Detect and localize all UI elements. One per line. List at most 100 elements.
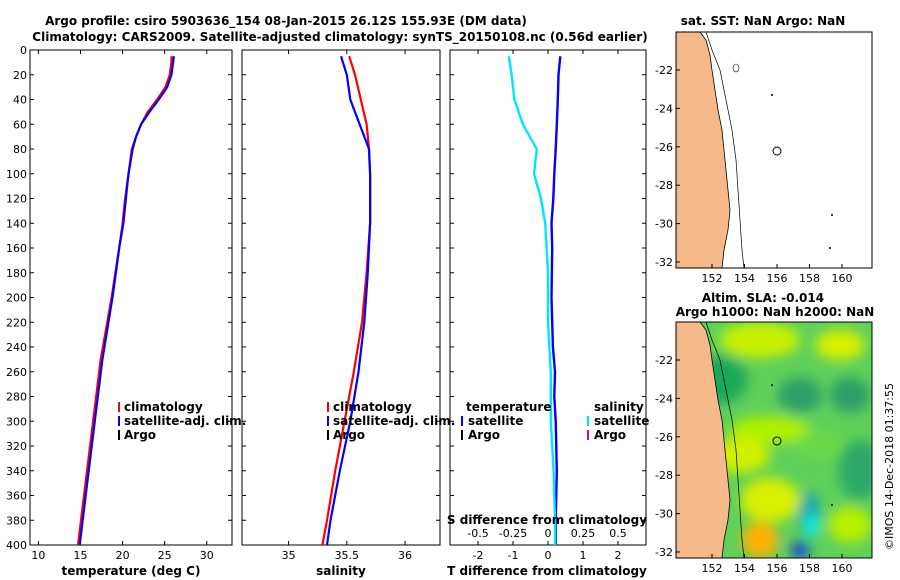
depth-tick-label: 40: [13, 94, 27, 107]
map-x-tick-label: 156: [767, 562, 788, 575]
sla-land: [676, 322, 731, 558]
salinity-legend: climatology satellite-adj. clim. Argo: [327, 400, 455, 442]
sla-map-frame: [675, 321, 873, 559]
depth-tick-label: 100: [6, 168, 27, 181]
depth-tick-label: 0: [20, 44, 27, 57]
legend-t-satellite: satellite: [468, 414, 523, 428]
map-x-tick-label: 154: [734, 562, 755, 575]
map-x-tick-label: 160: [832, 562, 853, 575]
depth-tick-label: 20: [13, 69, 27, 82]
map-y-tick-label: -28: [655, 469, 673, 482]
depth-tick-label: 260: [6, 366, 27, 379]
depth-tick-label: 300: [6, 415, 27, 428]
depth-tick-label: 320: [6, 440, 27, 453]
depth-tick-label: 180: [6, 267, 27, 280]
series-line-satellite-adj-clim-: [78, 56, 175, 545]
map-x-tick-label: 152: [702, 562, 723, 575]
map-y-tick-label: -22: [655, 354, 673, 367]
map-y-tick-label: -32: [655, 256, 673, 269]
map-x-tick-label: 154: [734, 272, 755, 285]
legend-title-temperature: temperature: [466, 400, 551, 414]
sla-map-ticks: 152 154 156 158 160 -22 -24 -26 -28 -30 -32: [655, 354, 852, 575]
depth-tick-label: 160: [6, 242, 27, 255]
legend-swatch-s-argo: [587, 430, 589, 440]
series-line-salinity-satellite: [507, 56, 557, 545]
legend-swatch-t-argo: [461, 430, 463, 440]
series-line-climatology: [321, 55, 372, 545]
series-line-climatology: [76, 56, 173, 545]
legend-swatch-climatology: [118, 402, 120, 412]
legend-t-argo: Argo: [468, 428, 500, 442]
depth-tick-label: 140: [6, 217, 27, 230]
legend-swatch-s-satellite: [587, 416, 589, 426]
imos-credit: ©IMOS 14-Dec-2018 01:37:55: [883, 383, 896, 550]
x-tick-label: 35: [282, 549, 296, 562]
x-tick-label: -2: [473, 549, 484, 562]
map-x-tick-label: 160: [832, 272, 853, 285]
series-line-temperature-satellite: [550, 56, 562, 545]
sla-shelf-contour: [705, 322, 745, 558]
legend-swatch-satellite: [327, 416, 329, 426]
difference-legend-salinity: salinity satellite Argo: [587, 400, 649, 442]
sst-island: [829, 247, 831, 249]
temperature-xlabel: temperature (deg C): [62, 564, 201, 578]
sst-shelf-contour: [705, 32, 745, 268]
sst-reef: [732, 63, 740, 73]
s-diff-tick-label: 0: [545, 527, 552, 540]
map-y-tick-label: -26: [655, 141, 673, 154]
map-x-tick-label: 156: [767, 272, 788, 285]
temperature-axes: [29, 49, 233, 546]
sst-land: [676, 32, 731, 268]
depth-tick-label: 360: [6, 490, 27, 503]
depth-tick-label: 120: [6, 193, 27, 206]
sst-map-ticks: 152 154 156 158 160 -22 -24 -26 -28 -30 -32: [655, 64, 852, 285]
sla-island: [771, 384, 773, 386]
map-y-tick-label: -24: [655, 102, 673, 115]
legend-s-satellite: satellite: [594, 414, 649, 428]
x-tick-label: 25: [158, 549, 172, 562]
legend-argo: Argo: [333, 428, 365, 442]
x-tick-label: 1: [580, 549, 587, 562]
map-x-tick-label: 158: [799, 272, 820, 285]
sst-map-title: sat. SST: NaN Argo: NaN: [681, 14, 846, 28]
series-line-satellite-adj-clim-: [325, 55, 372, 545]
legend-swatch-climatology: [327, 402, 329, 412]
x-tick-label: 35.5: [335, 549, 360, 562]
depth-tick-label: 340: [6, 465, 27, 478]
map-x-tick-label: 158: [799, 562, 820, 575]
difference-ticks: -2 -1 0 1 2 -0.5 -0.25 0 0.25 0.5: [467, 50, 627, 562]
title-line-1: Argo profile: csiro 5903636_154 08-Jan-2…: [45, 14, 527, 29]
legend-swatch-argo: [327, 430, 329, 440]
sla-map-subtitle: Argo h1000: NaN h2000: NaN: [676, 305, 875, 319]
sla-map-title: Altim. SLA: -0.014: [702, 291, 824, 305]
x-tick-label: 0: [545, 549, 552, 562]
difference-xlabel: T difference from climatology: [447, 564, 647, 578]
sst-map: [676, 32, 872, 268]
x-tick-label: 10: [31, 549, 45, 562]
title-line-2: Climatology: CARS2009. Satellite-adjuste…: [32, 30, 647, 45]
legend-swatch-t-satellite: [461, 416, 463, 426]
depth-tick-label: 240: [6, 341, 27, 354]
x-tick-label: 30: [200, 549, 214, 562]
x-tick-label: 20: [116, 549, 130, 562]
salinity-xlabel: salinity: [316, 564, 366, 578]
sst-island: [771, 94, 773, 96]
legend-s-argo: Argo: [594, 428, 626, 442]
s-diff-tick-label: -0.25: [499, 527, 527, 540]
map-y-tick-label: -22: [655, 64, 673, 77]
map-y-tick-label: -28: [655, 179, 673, 192]
depth-tick-label: 200: [6, 292, 27, 305]
sla-field: [692, 322, 872, 558]
x-tick-label: -1: [508, 549, 519, 562]
legend-title-salinity: salinity: [594, 400, 644, 414]
x-tick-label: 36: [398, 549, 412, 562]
legend-satellite: satellite-adj. clim.: [333, 414, 455, 428]
legend-climatology: climatology: [124, 400, 203, 414]
salinity-lines: [321, 55, 372, 545]
s-diff-tick-label: -0.5: [467, 527, 488, 540]
salinity-axes: [241, 49, 441, 546]
map-y-tick-label: -26: [655, 431, 673, 444]
map-y-tick-label: -30: [655, 508, 673, 521]
depth-ticks: 0 20 40 60 80 100 120 140 160 180 200 220 240 260 280 3…: [6, 44, 646, 552]
